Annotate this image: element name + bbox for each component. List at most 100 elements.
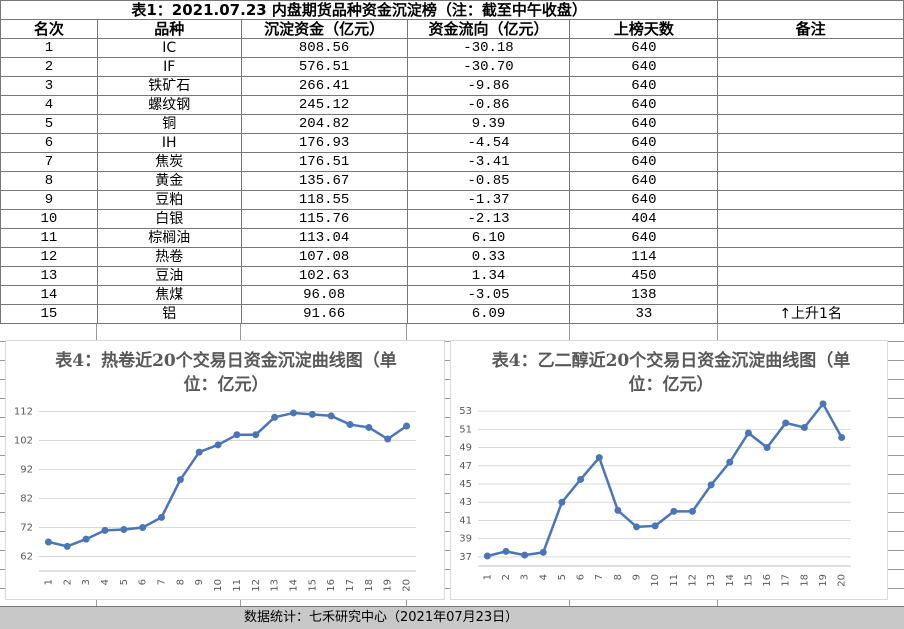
marker bbox=[521, 551, 529, 559]
cell: 33 bbox=[569, 304, 719, 324]
chart: 表4：乙二醇近20个交易日资金沉淀曲线图（单位：亿元） 37 39 41 43 45 47… bbox=[450, 340, 888, 600]
marker bbox=[726, 458, 734, 466]
table-row: 5 铜 204.82 9.39 640 bbox=[0, 114, 904, 134]
marker bbox=[365, 423, 373, 431]
marker bbox=[308, 410, 316, 418]
cell: 91.66 bbox=[240, 304, 408, 324]
cell: 4 bbox=[0, 95, 98, 115]
x-tick-label: 12 bbox=[251, 579, 262, 592]
cell: 96.08 bbox=[240, 285, 408, 305]
cell: 640 bbox=[569, 228, 719, 248]
x-tick-label: 3 bbox=[520, 574, 531, 580]
marker bbox=[233, 431, 241, 439]
cell: 11 bbox=[0, 228, 98, 248]
table-row: 10 白银 115.76 -2.13 404 bbox=[0, 209, 904, 229]
x-tick-label: 15 bbox=[743, 574, 754, 587]
table-row: 14 焦煤 96.08 -3.05 138 bbox=[0, 285, 904, 305]
y-tick-label: 41 bbox=[459, 515, 472, 526]
cell: -30.70 bbox=[406, 57, 571, 77]
table-row: 15 铝 91.66 6.09 33 ↑上升1名 bbox=[0, 304, 904, 324]
cell: 640 bbox=[569, 171, 719, 191]
x-tick-label: 16 bbox=[326, 579, 337, 592]
y-tick-label: 82 bbox=[20, 494, 33, 505]
cell: 10 bbox=[0, 209, 98, 229]
marker bbox=[800, 424, 808, 432]
cell: 8 bbox=[0, 171, 98, 191]
cell: 6.10 bbox=[406, 228, 571, 248]
y-tick-label: 45 bbox=[459, 479, 472, 490]
cell bbox=[717, 228, 904, 248]
marker bbox=[176, 476, 184, 484]
cell: 焦煤 bbox=[96, 285, 242, 305]
cell: 豆粕 bbox=[96, 190, 242, 210]
cell: 640 bbox=[569, 114, 719, 134]
chart: 表4：热卷近20个交易日资金沉淀曲线图（单位：亿元） 62 72 82 92 102 11… bbox=[5, 340, 445, 600]
cell: 2 bbox=[0, 57, 98, 77]
cell: 3 bbox=[0, 76, 98, 96]
x-tick-label: 6 bbox=[576, 574, 587, 580]
cell: 9.39 bbox=[406, 114, 571, 134]
marker bbox=[101, 526, 109, 534]
x-tick-label: 2 bbox=[501, 574, 512, 580]
cell: -2.13 bbox=[406, 209, 571, 229]
table-row: 8 黄金 135.67 -0.85 640 bbox=[0, 171, 904, 191]
marker bbox=[483, 552, 491, 560]
marker bbox=[82, 535, 90, 543]
cell: 铜 bbox=[96, 114, 242, 134]
cell: 113.04 bbox=[240, 228, 408, 248]
x-tick-label: 16 bbox=[762, 574, 773, 587]
y-tick-label: 62 bbox=[20, 552, 33, 563]
y-tick-label: 49 bbox=[459, 443, 472, 454]
y-tick-label: 37 bbox=[459, 552, 472, 563]
x-tick-label: 14 bbox=[725, 574, 736, 587]
marker bbox=[252, 431, 260, 439]
cell: 6 bbox=[0, 133, 98, 153]
marker bbox=[271, 413, 279, 421]
marker bbox=[384, 435, 392, 443]
header-cell: 沉淀资金（亿元） bbox=[240, 19, 408, 39]
marker bbox=[819, 400, 827, 408]
y-tick-label: 47 bbox=[459, 461, 472, 472]
x-tick-label: 20 bbox=[402, 579, 413, 592]
cell bbox=[717, 266, 904, 286]
cell: 铁矿石 bbox=[96, 76, 242, 96]
table-row: 2 IF 576.51 -30.70 640 bbox=[0, 57, 904, 77]
y-tick-label: 72 bbox=[20, 523, 33, 534]
cell: 640 bbox=[569, 190, 719, 210]
cell: 266.41 bbox=[240, 76, 408, 96]
x-tick-label: 3 bbox=[81, 579, 92, 585]
x-tick-label: 5 bbox=[119, 579, 130, 585]
y-tick-label: 102 bbox=[14, 436, 33, 447]
x-tick-label: 18 bbox=[799, 574, 810, 587]
cell bbox=[717, 38, 904, 58]
marker bbox=[651, 522, 659, 530]
x-tick-label: 2 bbox=[62, 579, 73, 585]
marker bbox=[403, 422, 411, 430]
marker bbox=[688, 507, 696, 515]
x-tick-label: 17 bbox=[781, 574, 792, 587]
cell bbox=[717, 171, 904, 191]
marker bbox=[595, 454, 603, 462]
x-tick-label: 10 bbox=[213, 579, 224, 592]
cell: 245.12 bbox=[240, 95, 408, 115]
table-row: 13 豆油 102.63 1.34 450 bbox=[0, 266, 904, 286]
cell: 640 bbox=[569, 152, 719, 172]
cell: 9 bbox=[0, 190, 98, 210]
x-tick-label: 4 bbox=[538, 574, 549, 580]
marker bbox=[502, 547, 510, 555]
x-tick-label: 14 bbox=[288, 579, 299, 592]
cell: 白银 bbox=[96, 209, 242, 229]
marker bbox=[782, 419, 790, 427]
cell bbox=[717, 285, 904, 305]
y-tick-label: 92 bbox=[20, 465, 33, 476]
cell: 114 bbox=[569, 247, 719, 267]
cell: 204.82 bbox=[240, 114, 408, 134]
cell: 176.93 bbox=[240, 133, 408, 153]
x-tick-label: 19 bbox=[383, 579, 394, 592]
cell: 0.33 bbox=[406, 247, 571, 267]
cell: -0.86 bbox=[406, 95, 571, 115]
cell: 176.51 bbox=[240, 152, 408, 172]
table-row: 12 热卷 107.08 0.33 114 bbox=[0, 247, 904, 267]
